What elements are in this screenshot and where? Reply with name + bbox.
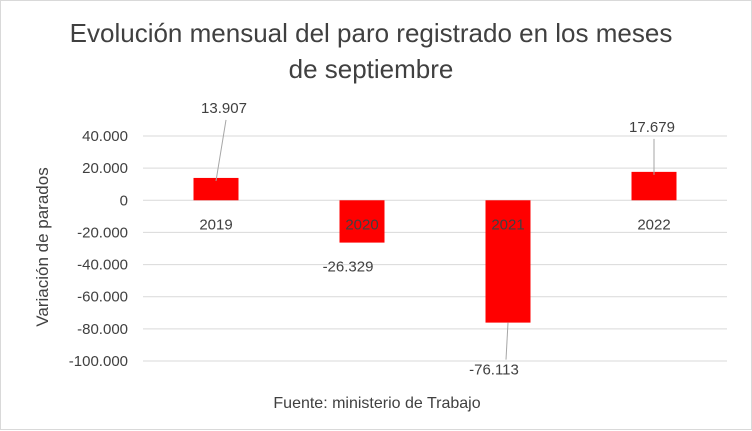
- y-tick-label: 0: [120, 192, 128, 209]
- category-label: 2019: [199, 216, 232, 233]
- category-label: 2022: [637, 216, 670, 233]
- bar-2020: [339, 200, 385, 243]
- data-label: 17.679: [629, 119, 675, 136]
- data-label: 13.907: [201, 100, 247, 117]
- data-label: -26.329: [323, 259, 374, 276]
- y-tick-label: 20.000: [82, 160, 128, 177]
- source-note: Fuente: ministerio de Trabajo: [273, 395, 481, 412]
- bar-layer: [193, 171, 677, 323]
- category-label: 2020: [345, 216, 378, 233]
- grid-layer: [143, 135, 727, 362]
- bar-2019: [193, 177, 239, 201]
- y-tick-label: -20.000: [77, 224, 128, 241]
- category-label: 2021: [491, 216, 524, 233]
- bar-2021: [485, 200, 531, 323]
- chart-title: Evolución mensual del paro registrado en…: [69, 18, 673, 84]
- tick-label-layer: 40.000 20.000 0 -20.000 -40.000 -60.000 -80.00…: [69, 128, 128, 370]
- leader-line: [505, 322, 509, 360]
- data-label-layer: 13.907 -26.329 -76.113 17.679: [201, 100, 675, 379]
- leader-line-layer: [215, 119, 655, 360]
- y-tick-label: -80.000: [77, 321, 128, 338]
- y-tick-label: -60.000: [77, 289, 128, 306]
- y-tick-label: -40.000: [77, 257, 128, 274]
- bar-2022: [631, 171, 677, 201]
- leader-line: [215, 119, 227, 182]
- y-tick-label: 40.000: [82, 128, 128, 145]
- y-tick-label: -100.000: [69, 353, 128, 370]
- data-label: -76.113: [469, 362, 519, 379]
- category-label-layer: 2019 2020 2021 2022: [199, 216, 670, 233]
